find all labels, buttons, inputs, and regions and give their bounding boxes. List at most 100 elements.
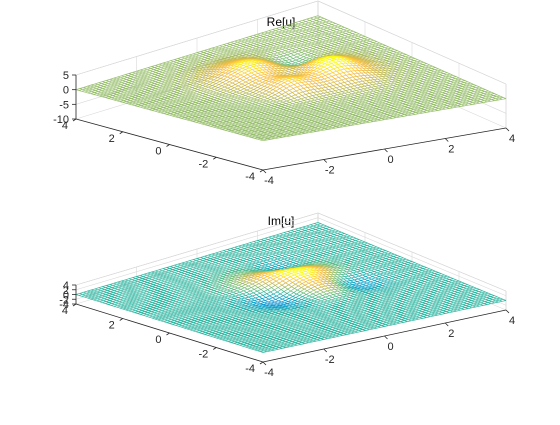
- surface-mesh-segment: [193, 92, 197, 93]
- surface-mesh-segment: [253, 66, 257, 67]
- surface-mesh-segment: [347, 30, 351, 31]
- surface-mesh-segment: [215, 85, 219, 87]
- surface-mesh-segment: [214, 78, 218, 80]
- surface-mesh-segment: [200, 83, 204, 85]
- surface-mesh-segment: [272, 80, 276, 82]
- surface-mesh-segment: [251, 73, 254, 75]
- surface-mesh-segment: [333, 40, 337, 41]
- surface-mesh-segment: [284, 83, 287, 85]
- surface-mesh-segment: [269, 48, 273, 49]
- surface-mesh-segment: [296, 49, 300, 50]
- surface-mesh-segment: [205, 95, 209, 96]
- surface-mesh-segment: [261, 97, 265, 99]
- surface-mesh-segment: [254, 87, 258, 89]
- surface-mesh-segment: [414, 60, 418, 61]
- surface-mesh-segment: [238, 84, 242, 86]
- surface-mesh-segment: [266, 39, 270, 40]
- surface-mesh-segment: [303, 46, 307, 47]
- surface-mesh-segment: [279, 79, 283, 81]
- surface-mesh-segment: [197, 90, 201, 91]
- surface-mesh-segment: [236, 81, 239, 83]
- surface-mesh-segment: [323, 70, 326, 72]
- surface-mesh-segment: [273, 45, 277, 46]
- surface-mesh-segment: [334, 68, 338, 69]
- surface-mesh-segment: [263, 78, 267, 79]
- surface-mesh-segment: [304, 25, 308, 26]
- surface-mesh-segment: [260, 34, 264, 35]
- surface-mesh-segment: [338, 26, 342, 27]
- surface-mesh-segment: [339, 43, 343, 44]
- surface-mesh-segment: [336, 31, 340, 32]
- surface-mesh-segment: [226, 68, 230, 70]
- surface-mesh-segment: [289, 88, 293, 90]
- surface-mesh-segment: [260, 77, 264, 78]
- surface-mesh-segment: [388, 48, 392, 49]
- surface-mesh-segment: [397, 52, 401, 53]
- surface-mesh-segment: [293, 47, 297, 48]
- surface-mesh-segment: [268, 97, 272, 99]
- surface-mesh-segment: [318, 23, 322, 24]
- surface-mesh-segment: [258, 84, 261, 85]
- surface-mesh-segment: [313, 81, 317, 82]
- surface-mesh-segment: [324, 36, 328, 37]
- surface-mesh-segment: [298, 42, 302, 43]
- surface-mesh-segment: [226, 82, 230, 84]
- surface-mesh-segment: [394, 51, 398, 52]
- surface-mesh-segment: [327, 80, 331, 81]
- surface-mesh-segment: [264, 86, 267, 87]
- surface-mesh-segment: [146, 109, 149, 110]
- surface-mesh-segment: [274, 84, 278, 86]
- surface-mesh-segment: [255, 95, 259, 97]
- surface-mesh-segment: [335, 33, 339, 34]
- surface-mesh-segment: [246, 91, 250, 93]
- surface-mesh-segment: [242, 40, 246, 41]
- surface-mesh-segment: [332, 42, 336, 43]
- surface-mesh-segment: [255, 71, 259, 72]
- surface-mesh-segment: [247, 76, 251, 78]
- surface-mesh-segment: [224, 79, 227, 80]
- surface-mesh-segment: [227, 77, 230, 78]
- surface-mesh-segment: [189, 85, 193, 87]
- surface-mesh-segment: [258, 73, 262, 74]
- surface-mesh-segment: [267, 87, 270, 88]
- surface-mesh-segment: [295, 32, 299, 33]
- surface-mesh-segment: [244, 99, 248, 100]
- surface-mesh-segment: [295, 21, 299, 22]
- surface-mesh-segment: [238, 72, 242, 74]
- surface-mesh-segment: [241, 98, 245, 99]
- surface-mesh-segment: [289, 58, 293, 59]
- surface-mesh-segment: [292, 41, 296, 42]
- surface-mesh-segment: [196, 85, 200, 87]
- surface-mesh-segment: [283, 46, 287, 47]
- surface-mesh-segment: [218, 86, 222, 88]
- surface-mesh-segment: [309, 82, 312, 84]
- surface-mesh-segment: [79, 91, 82, 92]
- surface-mesh-segment: [334, 36, 338, 37]
- surface-mesh-segment: [271, 97, 274, 98]
- surface-mesh-segment: [302, 52, 305, 53]
- surface-mesh-segment: [189, 56, 193, 57]
- surface-mesh-segment: [234, 88, 237, 89]
- surface-mesh-segment: [297, 44, 301, 45]
- surface-mesh-segment: [265, 94, 268, 95]
- surface-mesh-segment: [247, 98, 251, 99]
- surface-mesh-segment: [340, 70, 343, 73]
- surface-mesh-segment: [209, 94, 213, 95]
- surface-mesh-segment: [233, 45, 237, 46]
- surface-mesh-segment: [208, 88, 212, 90]
- surface-mesh-segment: [234, 98, 238, 99]
- surface-mesh-segment: [329, 73, 333, 75]
- surface-mesh-segment: [372, 44, 376, 45]
- surface-mesh-segment: [111, 99, 114, 100]
- surface-mesh-segment: [245, 71, 249, 73]
- surface-mesh-segment: [313, 21, 317, 22]
- surface-mesh-segment: [314, 68, 318, 70]
- surface-mesh-segment: [226, 92, 230, 93]
- surface-mesh-segment: [279, 39, 283, 40]
- surface-mesh-segment: [263, 101, 267, 102]
- surface-mesh-segment: [225, 87, 228, 88]
- surface-mesh-segment: [315, 51, 319, 52]
- surface-mesh-segment: [280, 86, 284, 88]
- surface-mesh-segment: [329, 74, 332, 76]
- surface-mesh-segment: [244, 77, 247, 79]
